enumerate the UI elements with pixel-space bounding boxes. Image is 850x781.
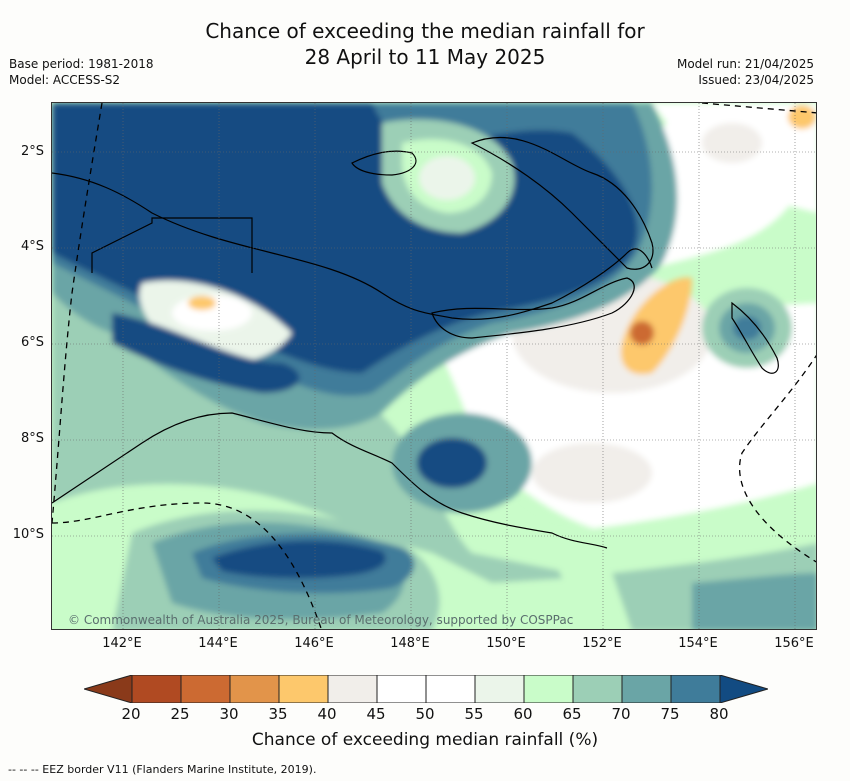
colorbar-bin (621, 675, 672, 703)
colorbar-tick-40: 40 (317, 705, 337, 723)
coast-bougainville (731, 301, 779, 374)
colorbar-tick-65: 65 (562, 705, 582, 723)
field-east-80 (733, 316, 761, 340)
field-40-patch (702, 123, 762, 163)
meta-right: Model run: 21/04/2025 Issued: 23/04/2025 (677, 56, 814, 88)
lon-label-154e: 154°E (678, 636, 718, 651)
lon-label-144e: 144°E (198, 636, 238, 651)
colorbar-tick-55: 55 (464, 705, 484, 723)
colorbar-bin (474, 675, 525, 703)
colorbar-bin (229, 675, 280, 703)
coast-new-ireland (470, 136, 654, 270)
field-ne-35 (788, 105, 816, 129)
title-line-1: Chance of exceeding the median rainfall … (205, 19, 645, 43)
coast-new-hanover (351, 150, 417, 176)
colorbar-bin (376, 675, 427, 703)
eez-west (52, 103, 103, 524)
issued-date: Issued: 23/04/2025 (698, 73, 814, 87)
title-line-2: 28 April to 11 May 2025 (304, 45, 546, 69)
lat-label-8s: 8°S (20, 431, 44, 446)
colorbar-title: Chance of exceeding median rainfall (%) (251, 730, 599, 750)
eez-borders (52, 103, 816, 629)
field-north-pocket-60 (419, 156, 475, 200)
map-panel (51, 102, 817, 630)
field-40-south (532, 443, 652, 503)
field-east-30 (630, 321, 654, 345)
colorbar-arrow-high (719, 675, 768, 703)
colorbar-bin (523, 675, 574, 703)
colorbar (84, 675, 768, 703)
colorbar-tick-35: 35 (268, 705, 288, 723)
chart-title: Chance of exceeding the median rainfall … (0, 18, 850, 70)
colorbar-bin (278, 675, 329, 703)
colorbar-arrow-low (84, 675, 133, 703)
field-east-35 (621, 277, 692, 375)
lon-label-148e: 148°E (390, 636, 430, 651)
colorbar-tick-70: 70 (611, 705, 631, 723)
coast-north-png (52, 172, 653, 320)
colorbar-tick-75: 75 (660, 705, 680, 723)
meta-left: Base period: 1981-2018 Model: ACCESS-S2 (9, 56, 154, 88)
lon-label-146e: 146°E (294, 636, 334, 651)
eez-ne (701, 103, 816, 114)
lat-label-2s: 2°S (20, 144, 44, 159)
border-provinces-west (91, 217, 253, 273)
lon-label-156e: 156°E (774, 636, 814, 651)
field-se-75 (692, 573, 816, 629)
coast-south-png (52, 412, 608, 549)
coastlines (52, 136, 779, 549)
colorbar-tick-60: 60 (513, 705, 533, 723)
lat-label-4s: 4°S (20, 239, 44, 254)
colorbar-tick-20: 20 (121, 705, 141, 723)
colorbar-bins (131, 675, 721, 703)
lat-label-6s: 6°S (20, 335, 44, 350)
colorbar-bin (327, 675, 378, 703)
eez-footnote: -- -- -- EEZ border V11 (Flanders Marine… (8, 763, 317, 776)
model-name: Model: ACCESS-S2 (9, 73, 121, 87)
lat-label-10s: 10°S (12, 527, 44, 542)
coast-new-britain (431, 277, 635, 339)
colorbar-bin (670, 675, 721, 703)
lon-label-152e: 152°E (582, 636, 622, 651)
colorbar-tick-30: 30 (219, 705, 239, 723)
copyright-notice: © Commonwealth of Australia 2025, Bureau… (68, 613, 574, 627)
lon-label-142e: 142°E (102, 636, 142, 651)
rainfall-map (52, 103, 816, 629)
colorbar-tick-25: 25 (170, 705, 190, 723)
graticule (52, 103, 816, 629)
model-run: Model run: 21/04/2025 (676, 57, 814, 71)
colorbar-tick-80: 80 (709, 705, 729, 723)
colorbar-tick-50: 50 (415, 705, 435, 723)
colorbar-bin (572, 675, 623, 703)
field-south-max (212, 540, 386, 579)
field-west-40 (188, 296, 216, 310)
field-west-band (112, 313, 300, 393)
field-central-max (417, 438, 487, 488)
base-period: Base period: 1981-2018 (9, 57, 154, 71)
colorbar-bin (425, 675, 476, 703)
eez-east (738, 354, 816, 563)
colorbar-tick-45: 45 (366, 705, 386, 723)
lon-label-150e: 150°E (486, 636, 526, 651)
colorbar-bin (131, 675, 182, 703)
colorbar-bin (180, 675, 231, 703)
eez-south (52, 502, 322, 629)
